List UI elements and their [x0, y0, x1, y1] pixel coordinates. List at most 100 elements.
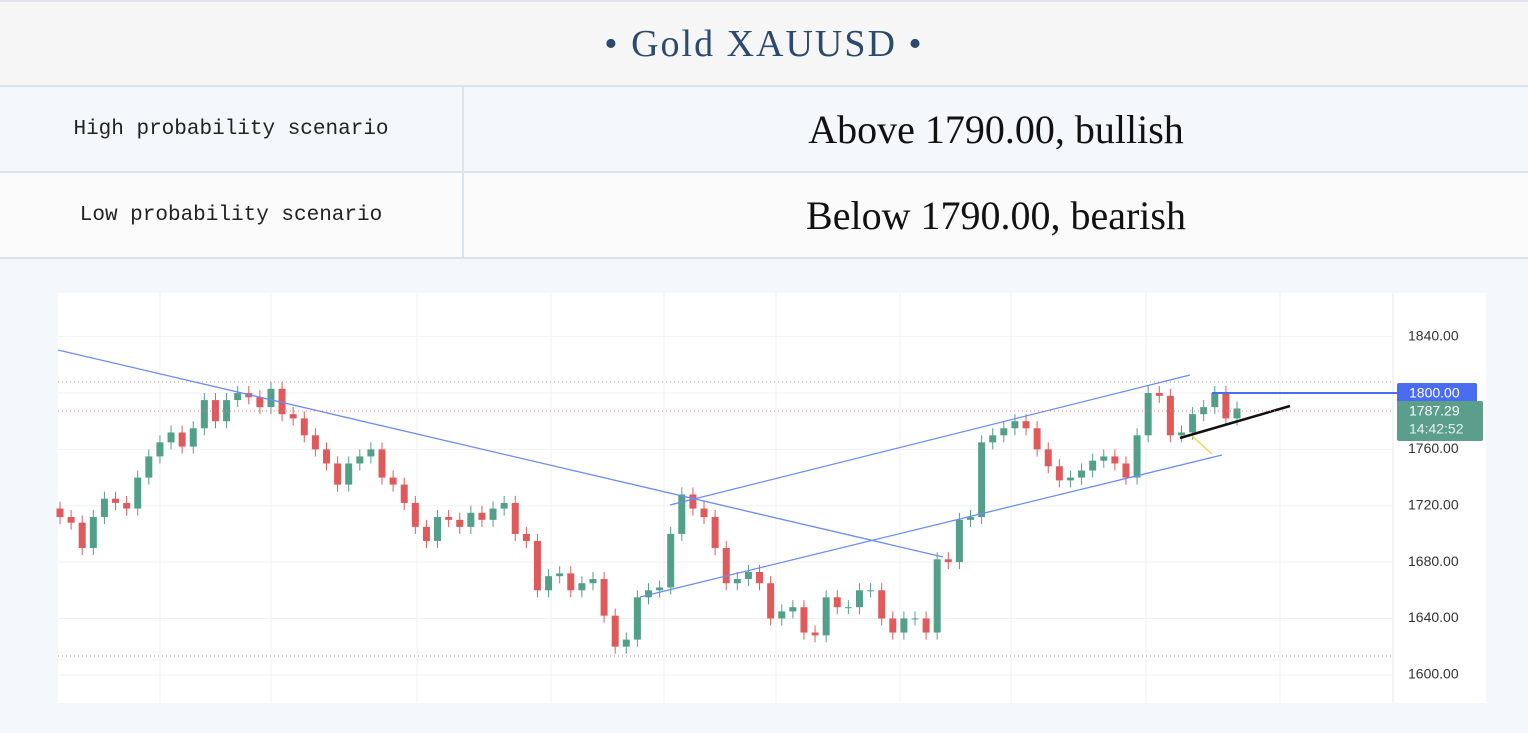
candle-body [278, 388, 286, 415]
candle-body [600, 579, 608, 616]
candle-body [189, 428, 197, 447]
level-tag [1397, 383, 1477, 404]
candle-body [556, 573, 564, 577]
candle-body [889, 618, 897, 633]
candle-body [756, 571, 764, 584]
y-tick-label: 1720.00 [1408, 496, 1459, 512]
candle-body [1177, 432, 1185, 436]
candle-body [1144, 393, 1152, 436]
candle-body [322, 449, 330, 464]
candle-body [311, 435, 319, 450]
candle-body [78, 522, 86, 549]
candle-body [955, 519, 963, 563]
candle-body [1044, 449, 1052, 467]
candle-body [1055, 466, 1063, 481]
candle-body [367, 449, 375, 457]
title: • Gold XAUUSD • [604, 22, 924, 65]
candle-body [1211, 393, 1219, 408]
candle-body [156, 442, 164, 457]
candle-body [789, 607, 797, 612]
candle-body [56, 508, 64, 518]
candle-body [878, 590, 886, 619]
candle-body [211, 400, 219, 422]
candle-body [100, 498, 108, 518]
candle-body [1000, 428, 1008, 436]
candle-body [689, 494, 697, 509]
candle-body [267, 388, 275, 408]
candle-body [1189, 414, 1197, 433]
candle-body [1122, 463, 1130, 478]
candle-body [178, 432, 186, 447]
arrow [1191, 435, 1213, 455]
y-tick-label: 1600.00 [1408, 666, 1459, 682]
candle-body [489, 508, 497, 520]
candle-body [422, 526, 430, 541]
candle-body [711, 517, 719, 549]
candle-body [967, 517, 975, 520]
trend-line [1179, 404, 1291, 440]
cell: Low probability scenario [0, 173, 464, 257]
candle-body [300, 418, 308, 436]
y-tick-label: 1640.00 [1408, 609, 1459, 625]
candle-body [1111, 456, 1119, 464]
candle-body [345, 463, 353, 485]
table-row: High probability scenario Above 1790.00,… [0, 87, 1528, 173]
candle-body [545, 576, 553, 591]
candle-body [123, 502, 131, 509]
candle-body [767, 583, 775, 619]
candle-body [289, 414, 297, 419]
candle-body [400, 484, 408, 503]
candle-body [822, 597, 830, 636]
candle-body [645, 590, 652, 598]
candle-body [867, 590, 875, 592]
candle-body [833, 597, 841, 608]
candle-body [855, 590, 863, 608]
candle-body [722, 548, 730, 584]
candle-body [112, 498, 120, 503]
candle-body [1078, 470, 1086, 478]
candle-body [200, 400, 208, 429]
candle-body [589, 579, 597, 584]
candle-body [1222, 393, 1230, 419]
candle-body [134, 477, 142, 509]
candle-body [1022, 421, 1030, 429]
header: • Gold XAUUSD • [0, 0, 1528, 87]
candle-body [456, 519, 464, 527]
candle-body [611, 615, 619, 647]
candle-body [1100, 456, 1108, 461]
candle-body [522, 533, 530, 541]
candle-body [578, 583, 586, 591]
candle-body [922, 618, 930, 633]
price-label: 1787.29 [1409, 403, 1460, 419]
candle-body [89, 517, 97, 549]
candle-body [467, 512, 475, 527]
price-tag [1397, 400, 1483, 441]
candle-body [500, 502, 508, 509]
candle-body [656, 587, 664, 591]
candle-body [567, 573, 575, 591]
trend-lines [57, 349, 1223, 598]
candle-body [678, 494, 686, 534]
candle-body [944, 559, 952, 563]
candle-body [1066, 477, 1074, 481]
candle-body [389, 477, 397, 485]
vertical-grid [159, 293, 1281, 703]
candle-body [1200, 407, 1208, 415]
y-tick-label: 1760.00 [1408, 440, 1459, 456]
candle-body [1233, 408, 1241, 419]
candle-body [733, 579, 741, 584]
candle-body [667, 533, 675, 588]
candle-body [356, 456, 364, 464]
table-row: Low probability scenario Below 1790.00, … [0, 173, 1528, 259]
candle-body [145, 456, 153, 478]
candle-body [700, 508, 708, 518]
candle-body [167, 432, 175, 443]
candle-body [933, 559, 941, 633]
candle-body [1011, 421, 1019, 429]
candle-body [256, 397, 264, 408]
candle-body [445, 517, 453, 520]
candle-body [1166, 395, 1174, 436]
candle-body [1133, 435, 1141, 478]
